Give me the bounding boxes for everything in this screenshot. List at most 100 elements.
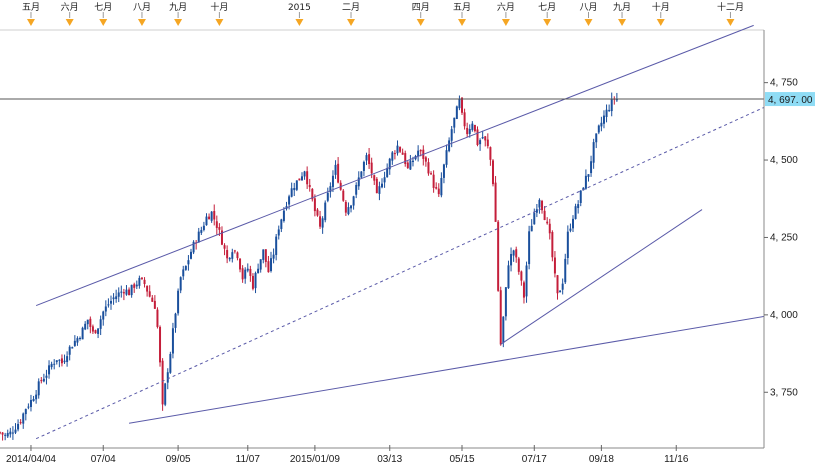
candle-body: [572, 218, 574, 229]
candle-body: [151, 297, 154, 302]
candle-body: [512, 250, 515, 256]
candle-body: [553, 257, 556, 274]
candle-body: [448, 140, 451, 152]
candle-body: [97, 328, 100, 334]
candle-body: [45, 375, 48, 378]
candle-body: [130, 284, 133, 296]
candle-body: [316, 209, 319, 216]
month-label: 八月: [579, 2, 597, 13]
candle-body: [430, 173, 433, 175]
date-tick-label: 2014/04/04: [6, 454, 56, 465]
candle-body: [528, 231, 531, 265]
candle-body: [244, 269, 247, 279]
month-marker: [656, 19, 665, 26]
candle-body: [458, 98, 461, 109]
candle-body: [6, 433, 9, 437]
month-marker: [65, 19, 74, 26]
candle-body: [146, 285, 149, 292]
candle-body: [417, 150, 420, 157]
price-tick-label: 4, 500: [770, 155, 798, 166]
candle-body: [337, 163, 340, 183]
candle-body: [27, 406, 30, 408]
candle-body: [329, 186, 332, 193]
candle-body: [605, 109, 608, 118]
candle-body: [590, 161, 593, 174]
candle-body: [466, 127, 469, 135]
candle-body: [383, 177, 386, 183]
candle-body: [355, 184, 358, 195]
candle-body: [264, 249, 267, 262]
price-tick-label: 3, 750: [770, 387, 798, 398]
candle-body: [510, 253, 513, 266]
month-marker: [501, 19, 510, 26]
candle-body: [602, 115, 605, 124]
price-axis: 4, 750 4, 500 4, 250 4, 000 3, 750 4, 697. 00: [763, 0, 815, 469]
candle-body: [306, 171, 309, 185]
candle-body: [324, 202, 327, 221]
candle-body: [461, 97, 464, 113]
candle-body: [399, 147, 402, 152]
candle-body: [32, 398, 35, 402]
candle-body: [60, 358, 63, 364]
candle-body: [546, 221, 549, 224]
candle-body: [231, 252, 234, 259]
month-label: 二月: [342, 2, 360, 13]
channel-lower-line: [128, 315, 765, 424]
candle-body: [182, 269, 185, 277]
candle-body: [311, 188, 314, 200]
candle-body: [228, 257, 231, 260]
candle-body: [541, 200, 544, 211]
candle-body: [107, 304, 110, 306]
candle-body: [257, 268, 260, 274]
support-line: [500, 209, 703, 345]
candle-body: [543, 210, 546, 221]
candle-body: [530, 225, 533, 232]
candle-body: [468, 129, 471, 134]
candle-body: [143, 279, 146, 285]
candle-body: [319, 216, 322, 227]
candle-body: [471, 123, 474, 130]
candle-body: [213, 211, 216, 220]
price-tick-label: 4, 750: [770, 78, 798, 89]
month-marker: [458, 19, 467, 26]
candle-body: [29, 400, 32, 407]
candle-body: [615, 99, 618, 101]
candle-body: [406, 162, 409, 168]
candle-body: [40, 380, 43, 382]
candle-body: [396, 145, 399, 154]
candle-body: [610, 98, 613, 112]
month-label: 七月: [538, 2, 556, 13]
candle-body: [386, 168, 389, 178]
candle-body: [17, 423, 20, 430]
candle-body: [272, 254, 275, 259]
candle-body: [140, 277, 143, 279]
candle-body: [313, 198, 316, 212]
candle-body: [102, 311, 105, 320]
candle-body: [515, 249, 518, 258]
month-label: 六月: [61, 1, 79, 13]
candle-body: [373, 175, 376, 181]
candle-body: [556, 275, 559, 294]
candle-body: [308, 184, 311, 188]
candle-body: [450, 129, 453, 141]
candle-body: [89, 318, 92, 327]
channel-middle-line: [35, 106, 765, 440]
candle-body: [128, 289, 131, 296]
candle-body: [109, 300, 112, 304]
candle-body: [507, 265, 510, 289]
candle-body: [120, 291, 123, 293]
month-marker: [416, 19, 425, 26]
candle-body: [587, 174, 590, 177]
candle-body: [223, 245, 226, 249]
candle-body: [481, 137, 484, 139]
candle-body: [432, 174, 435, 188]
candle-body: [42, 378, 45, 382]
candle-body: [584, 175, 587, 189]
top-band: [0, 0, 815, 30]
candle-body: [533, 213, 536, 225]
month-marker: [215, 19, 224, 26]
candle-body: [55, 360, 58, 363]
candle-body: [362, 161, 365, 171]
candle-body: [486, 139, 489, 147]
